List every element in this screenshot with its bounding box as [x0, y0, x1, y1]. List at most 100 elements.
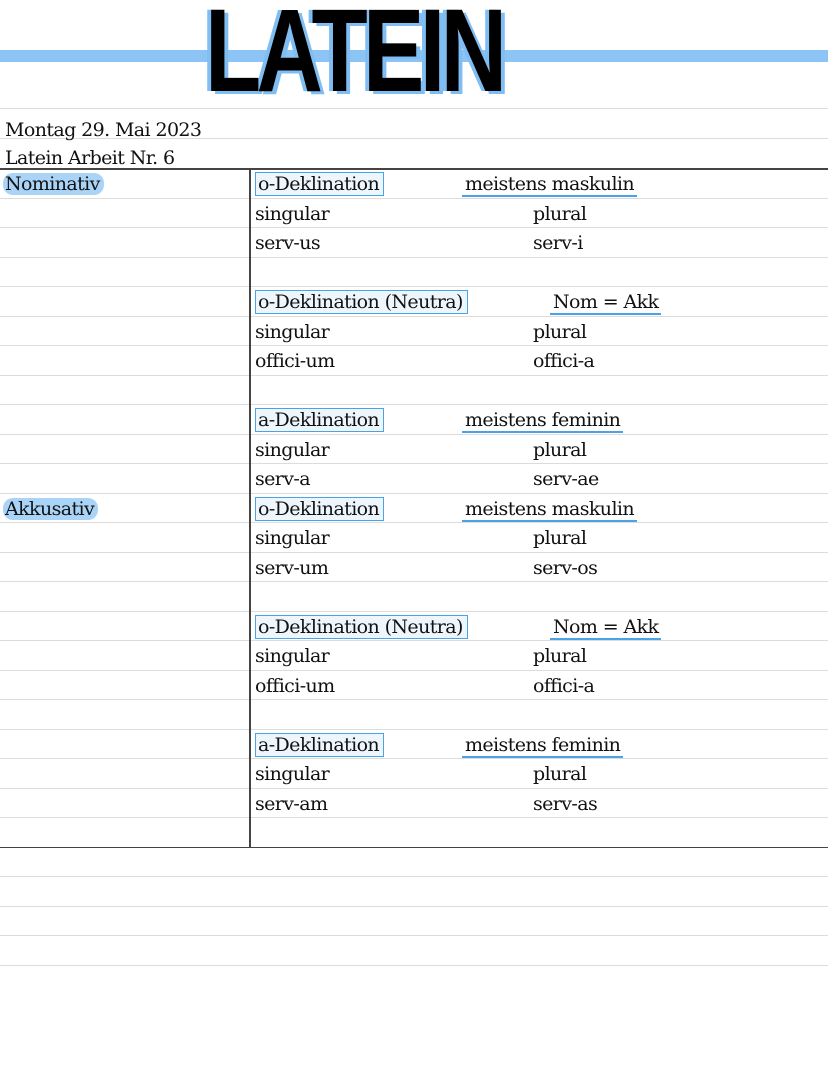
ruled-line — [0, 138, 828, 139]
plural-form: serv-i — [533, 232, 583, 254]
subtitle: Latein Arbeit Nr. 6 — [5, 147, 175, 169]
singular-label-cell: singular — [255, 438, 330, 461]
singular-form: serv-um — [255, 556, 329, 579]
gender-note-cell: Nom = Akk — [550, 615, 662, 640]
singular-label-cell: singular — [255, 527, 330, 549]
ruled-line — [0, 905, 828, 907]
gender-note-cell: meistens maskulin — [462, 497, 638, 522]
ruled-line — [0, 728, 828, 730]
singular-label: singular — [255, 527, 330, 549]
plural-form: serv-ae — [533, 468, 599, 490]
date: Montag 29. Mai 2023 — [5, 119, 202, 141]
ruled-line — [0, 108, 828, 109]
case-label-cell: Nominativ — [3, 173, 104, 195]
gender-note: Nom = Akk — [550, 615, 662, 640]
ruled-line — [0, 315, 828, 317]
plural-label: plural — [533, 645, 587, 667]
plural-label: plural — [533, 527, 587, 549]
singular-form: offici-um — [255, 674, 335, 697]
ruled-line — [0, 227, 828, 228]
ruled-line — [0, 846, 828, 848]
gender-note-cell: meistens feminin — [462, 409, 624, 433]
ruled-line — [0, 876, 828, 877]
declension-heading-cell: o-Deklination — [255, 172, 385, 196]
ruled-line — [0, 581, 828, 582]
plural-form-cell: serv-as — [533, 792, 598, 815]
ruled-line — [0, 758, 828, 759]
ruled-line — [0, 699, 828, 700]
declension-heading-cell: o-Deklination (Neutra) — [255, 614, 468, 639]
plural-label-cell: plural — [533, 527, 587, 549]
ruled-line — [0, 286, 828, 287]
singular-form-cell: serv-am — [255, 793, 328, 815]
singular-form-cell: serv-um — [255, 556, 329, 579]
gender-note: Nom = Akk — [550, 291, 662, 315]
plural-label-cell: plural — [533, 763, 587, 785]
plural-form: offici-a — [533, 674, 595, 697]
singular-form-cell: offici-um — [255, 675, 335, 697]
plural-form-cell: offici-a — [533, 674, 595, 697]
plural-label: plural — [533, 202, 587, 225]
singular-form-cell: offici-um — [255, 350, 335, 372]
ruled-line — [0, 463, 828, 464]
plural-label-cell: plural — [533, 645, 587, 667]
singular-form: serv-a — [255, 468, 311, 490]
gender-note-cell: Nom = Akk — [550, 291, 662, 315]
declension-heading: a-Deklination — [255, 732, 385, 757]
declension-heading-cell: a-Deklination — [255, 732, 385, 757]
plural-form-cell: serv-i — [533, 232, 583, 254]
plural-form: serv-os — [533, 556, 598, 579]
ruled-line — [0, 345, 828, 346]
singular-label: singular — [255, 645, 330, 667]
plural-form-cell: offici-a — [533, 350, 595, 372]
plural-label-cell: plural — [533, 439, 587, 461]
declension-heading-cell: o-Deklination (Neutra) — [255, 290, 468, 314]
ruled-line — [0, 817, 828, 818]
page-title: LATEIN — [205, 0, 507, 117]
title-highlight-bar — [0, 50, 828, 62]
case-label-cell: Akkusativ — [3, 497, 99, 520]
gender-note-cell: meistens maskulin — [462, 173, 638, 197]
ruled-line — [0, 492, 828, 494]
case-label: Akkusativ — [3, 497, 99, 520]
singular-label: singular — [255, 320, 330, 343]
declension-heading: o-Deklination (Neutra) — [255, 290, 468, 314]
case-label: Nominativ — [3, 173, 104, 195]
singular-label: singular — [255, 202, 330, 225]
plural-form-cell: serv-os — [533, 556, 598, 579]
ruled-line — [0, 669, 828, 671]
singular-label-cell: singular — [255, 202, 330, 225]
ruled-line — [0, 256, 828, 258]
singular-label: singular — [255, 438, 330, 461]
plural-label: plural — [533, 320, 587, 343]
plural-form: serv-as — [533, 792, 598, 815]
plural-label-cell: plural — [533, 202, 587, 225]
gender-note-cell: meistens feminin — [462, 733, 624, 758]
singular-form: serv-us — [255, 232, 321, 254]
singular-label-cell: singular — [255, 763, 330, 785]
column-divider — [249, 168, 251, 848]
ruled-line — [0, 610, 828, 612]
declension-heading-cell: o-Deklination — [255, 496, 385, 521]
singular-form-cell: serv-a — [255, 468, 311, 490]
ruled-line — [0, 640, 828, 641]
declension-heading: a-Deklination — [255, 408, 385, 432]
singular-form-cell: serv-us — [255, 232, 321, 254]
gender-note: meistens maskulin — [462, 497, 638, 522]
singular-label-cell: singular — [255, 320, 330, 343]
declension-heading: o-Deklination (Neutra) — [255, 614, 468, 639]
singular-label-cell: singular — [255, 645, 330, 667]
plural-label: plural — [533, 763, 587, 785]
ruled-line — [0, 787, 828, 789]
gender-note: meistens feminin — [462, 409, 624, 433]
ruled-line — [0, 197, 828, 199]
singular-form: offici-um — [255, 350, 335, 372]
ruled-line — [0, 433, 828, 435]
ruled-line — [0, 522, 828, 523]
ruled-line — [0, 374, 828, 376]
ruled-line — [0, 551, 828, 553]
plural-form: offici-a — [533, 350, 595, 372]
declension-heading: o-Deklination — [255, 496, 385, 521]
plural-form-cell: serv-ae — [533, 468, 599, 490]
